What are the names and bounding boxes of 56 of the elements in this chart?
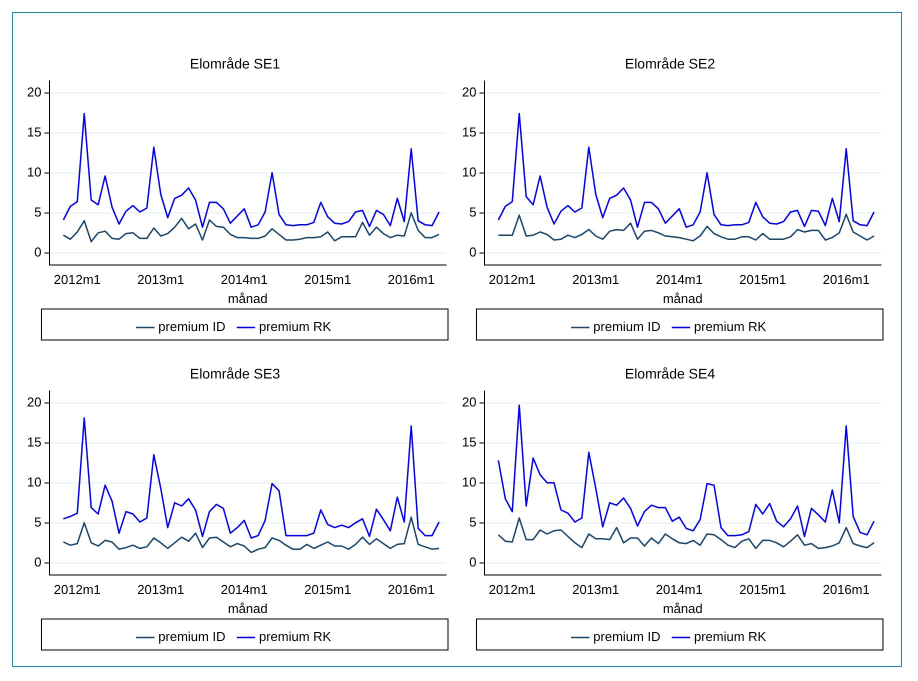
x-tick-label: 2016m1 (388, 582, 435, 598)
x-tick-label: 2014m1 (220, 582, 268, 598)
y-tick-label: 10 (26, 164, 42, 180)
legend-label: premium RK (258, 319, 332, 334)
legend-label: premium ID (593, 319, 660, 334)
x-tick-label: 2015m1 (304, 272, 352, 288)
chart-title: Elområde SE2 (624, 55, 716, 72)
x-tick-label: 2014m1 (220, 272, 268, 288)
y-tick-label: 10 (26, 474, 42, 490)
x-tick-label: 2014m1 (656, 582, 703, 598)
legend-label: premium RK (258, 629, 332, 644)
x-tick-label: 2016m1 (822, 582, 870, 598)
y-tick-label: 5 (469, 204, 476, 220)
y-tick-label: 5 (34, 514, 42, 530)
legend-label: premium RK (694, 629, 767, 644)
legend-label: premium ID (593, 629, 660, 644)
y-tick-label: 15 (26, 124, 42, 140)
x-tick-label: 2013m1 (137, 272, 184, 288)
x-tick-label: 2013m1 (572, 272, 620, 288)
y-tick-label: 15 (462, 124, 476, 140)
y-tick-label: 15 (26, 434, 42, 450)
y-tick-label: 0 (469, 244, 476, 260)
x-tick-label: 2014m1 (656, 272, 703, 288)
x-tick-label: 2015m1 (304, 582, 352, 598)
x-axis-title: månad (662, 600, 703, 616)
x-tick-label: 2013m1 (572, 582, 620, 598)
x-tick-label: 2012m1 (54, 272, 101, 288)
y-tick-label: 0 (469, 554, 476, 570)
legend-label: premium RK (694, 319, 767, 334)
y-tick-label: 20 (26, 394, 42, 410)
x-axis-title: månad (662, 290, 703, 306)
y-tick-label: 0 (34, 554, 42, 570)
y-tick-label: 0 (34, 244, 42, 260)
y-tick-label: 20 (462, 394, 476, 410)
y-tick-label: 5 (34, 204, 42, 220)
x-tick-label: 2012m1 (488, 272, 536, 288)
legend-label: premium ID (158, 629, 226, 644)
x-tick-label: 2012m1 (488, 582, 536, 598)
x-axis-title: månad (228, 290, 268, 306)
x-axis-title: månad (228, 600, 268, 616)
x-tick-label: 2016m1 (388, 272, 435, 288)
chart-title: Elområde SE3 (190, 365, 280, 382)
legend-label: premium ID (158, 319, 226, 334)
y-tick-label: 20 (462, 84, 476, 100)
x-tick-label: 2015m1 (739, 582, 786, 598)
y-tick-label: 10 (462, 164, 476, 180)
y-tick-label: 5 (469, 514, 476, 530)
y-tick-label: 15 (462, 434, 476, 450)
x-tick-label: 2013m1 (137, 582, 184, 598)
x-tick-label: 2015m1 (739, 272, 786, 288)
chart-title: Elområde SE4 (624, 365, 716, 382)
x-tick-label: 2012m1 (54, 582, 101, 598)
chart-title: Elområde SE1 (190, 55, 280, 72)
y-tick-label: 10 (462, 474, 476, 490)
y-tick-label: 20 (26, 84, 42, 100)
x-tick-label: 2016m1 (822, 272, 870, 288)
